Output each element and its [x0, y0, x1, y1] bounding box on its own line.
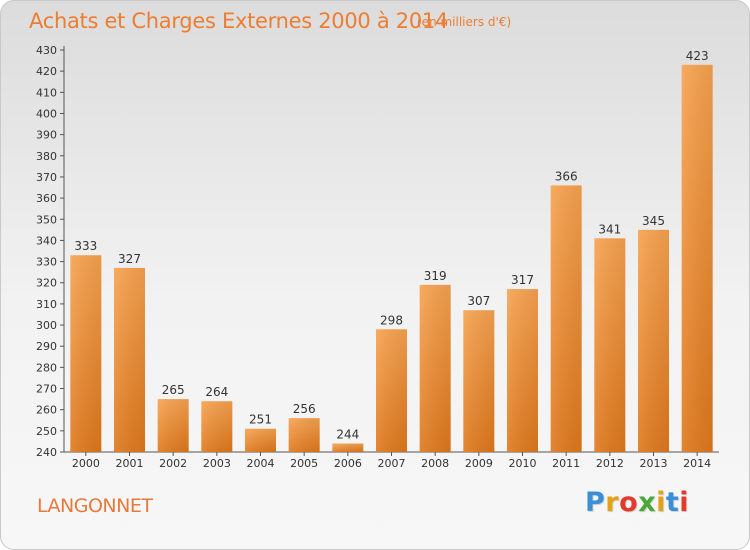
bar-shade: [419, 284, 451, 452]
proxiti-logo[interactable]: Proxiti: [585, 487, 689, 518]
value-label: 256: [293, 402, 316, 416]
y-tick-label: 430: [36, 44, 57, 57]
logo-letter: o: [619, 487, 639, 518]
logo-letter: i: [679, 487, 690, 518]
y-tick-label: 400: [36, 107, 57, 120]
y-tick-label: 420: [36, 65, 57, 78]
bar-shade: [201, 401, 233, 452]
x-tick-label: 2003: [203, 457, 231, 470]
y-tick-label: 410: [36, 86, 57, 99]
bars: [70, 64, 713, 452]
bar-shade: [245, 428, 276, 452]
logo-letter: x: [638, 487, 657, 518]
bar-shade: [114, 267, 145, 452]
bar-shade: [638, 229, 669, 452]
bar-shade: [288, 418, 320, 452]
chart-title: Achats et Charges Externes 2000 à 2014: [29, 9, 449, 33]
bar-shade: [594, 238, 626, 452]
y-tick-label: 300: [36, 319, 57, 332]
value-label: 366: [555, 169, 578, 183]
bar-shade: [70, 255, 102, 452]
value-label: 327: [118, 252, 141, 266]
x-tick-label: 2013: [640, 457, 668, 470]
value-label: 265: [162, 383, 185, 397]
x-tick-label: 2008: [421, 457, 449, 470]
x-tick-label: 2004: [247, 457, 275, 470]
y-tick-label: 270: [36, 383, 57, 396]
y-tick-label: 310: [36, 298, 57, 311]
x-tick-label: 2012: [596, 457, 624, 470]
y-tick-label: 290: [36, 340, 57, 353]
y-tick-label: 260: [36, 404, 57, 417]
x-tick-label: 2001: [116, 457, 144, 470]
y-tick-label: 350: [36, 213, 57, 226]
value-label: 244: [336, 428, 359, 442]
bar-shade: [463, 310, 495, 452]
x-tick-label: 2011: [552, 457, 580, 470]
value-label: 298: [380, 313, 403, 327]
x-tick-label: 2007: [378, 457, 406, 470]
value-label: 341: [598, 222, 621, 236]
chart-subtitle: (en milliers d'€): [417, 15, 512, 29]
value-labels: 333 327 265 264 251 256 244 298 319 307 317 366 341 3…: [74, 49, 708, 442]
y-tick-label: 370: [36, 171, 57, 184]
y-tick-label: 240: [36, 446, 57, 459]
y-tick-label: 250: [36, 425, 57, 438]
y-tick-label: 320: [36, 277, 57, 290]
bar-shade: [550, 185, 582, 452]
bar-shade: [376, 329, 407, 452]
y-tick-label: 340: [36, 234, 57, 247]
bar-shade: [681, 64, 713, 452]
y-tick-label: 360: [36, 192, 57, 205]
value-label: 251: [249, 413, 272, 427]
logo-letter: t: [665, 487, 680, 518]
value-label: 307: [467, 294, 490, 308]
x-tick-label: 2006: [334, 457, 362, 470]
x-tick-label: 2005: [290, 457, 318, 470]
y-tick-label: 280: [36, 361, 57, 374]
value-label: 317: [511, 273, 534, 287]
value-label: 423: [686, 49, 709, 63]
x-tick-label: 2009: [465, 457, 493, 470]
y-tick-label: 380: [36, 150, 57, 163]
x-tick-label: 2000: [72, 457, 100, 470]
value-label: 345: [642, 214, 665, 228]
logo-letter: i: [656, 487, 666, 518]
value-label: 333: [74, 239, 97, 253]
y-tick-label: 390: [36, 129, 57, 142]
logo-letter: P: [585, 487, 606, 518]
bar-shade: [507, 289, 538, 452]
axes: 240 250 260 270 280 290 300 310 320 330 340 350 360 3…: [36, 44, 719, 470]
value-label: 264: [205, 385, 228, 399]
town-name: LANGONNET: [37, 495, 153, 517]
logo-letter: r: [605, 487, 620, 518]
x-tick-label: 2010: [509, 457, 537, 470]
bar-shade: [332, 443, 364, 452]
x-tick-label: 2002: [159, 457, 187, 470]
x-tick-label: 2014: [683, 457, 711, 470]
bar-shade: [157, 399, 189, 452]
y-tick-label: 330: [36, 256, 57, 269]
value-label: 319: [424, 269, 447, 283]
